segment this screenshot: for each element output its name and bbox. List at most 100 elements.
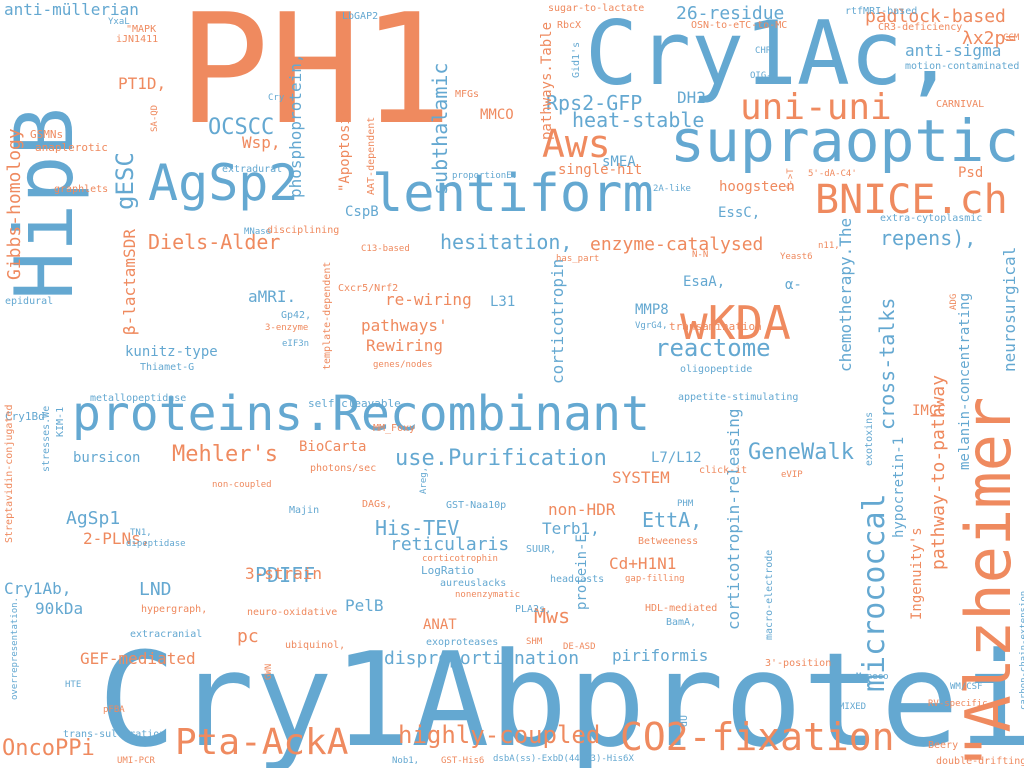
cloud-word: supraoptic [670, 107, 1020, 175]
cloud-word: protein-E [574, 534, 590, 610]
cloud-word: Nob1, [392, 756, 420, 766]
cloud-word: CO2-fixation [620, 715, 895, 759]
cloud-word: DAGs, [362, 499, 393, 510]
cloud-word: AgSp1 [66, 508, 121, 529]
cloud-word: double-drifting [936, 756, 1024, 767]
cloud-word: 3-enzyme [265, 323, 309, 333]
cloud-word: wKDA [680, 296, 791, 350]
cloud-word: EssC, [718, 205, 761, 221]
cloud-word: BioCarta [299, 439, 367, 455]
cloud-word: repens), [880, 226, 977, 250]
cloud-word: gap-filling [625, 574, 685, 584]
cloud-word: proportionE. [452, 171, 518, 181]
cloud-word: pathways' [361, 316, 448, 335]
cloud-word: template-dependent [322, 261, 333, 370]
cloud-word: Gp42, [281, 310, 312, 321]
cloud-word: KIM-1 [55, 406, 66, 437]
cloud-word: GWN [264, 663, 274, 680]
cloud-word: EsaA, [683, 274, 726, 290]
cloud-word: genes/nodes [373, 360, 433, 370]
cloud-word: CARNIVAL [936, 99, 985, 110]
cloud-word: neurosurgical [1000, 246, 1019, 372]
cloud-word: n11, [818, 241, 840, 251]
cloud-word: DE-ASD [563, 642, 596, 652]
cloud-word: motion-contaminated [905, 61, 1020, 72]
cloud-word: appetite-stimulating [678, 392, 799, 403]
cloud-word: piriformis [612, 646, 709, 665]
cloud-word: re-wiring [385, 290, 472, 309]
cloud-word: subthalamic [428, 62, 452, 195]
cloud-word: trans-sulfuration [63, 729, 166, 740]
cloud-word: Gid1's [571, 41, 582, 78]
cloud-word: GST-His6 [441, 756, 485, 766]
cloud-word: corticotropin-releasing [724, 408, 743, 630]
cloud-word: C->T [786, 168, 796, 190]
cloud-word: has_part [556, 254, 600, 264]
cloud-word: Cd+H1N1 [609, 554, 677, 573]
cloud-word: Beery [928, 740, 959, 751]
cloud-word: ubiquinol, [285, 640, 346, 651]
cloud-word: MIXED [839, 702, 867, 712]
cloud-word: MNase [244, 227, 272, 237]
cloud-word: α- [785, 277, 802, 293]
cloud-word: Psd [958, 165, 984, 181]
cloud-word: macro-electrode [764, 549, 775, 640]
cloud-word: "Apoptosis" [337, 99, 353, 192]
cloud-word: lentiform [372, 164, 654, 224]
cloud-word: neuro-oxidative [247, 607, 338, 618]
cloud-word: nonenzymatic [455, 590, 521, 600]
cloud-word: Cry [268, 93, 285, 103]
cloud-word: Aws [542, 122, 611, 166]
cloud-word: dU [679, 714, 690, 727]
cloud-word: Cry1AbproteinE [98, 624, 1024, 768]
cloud-word: C13-based [361, 244, 410, 254]
cloud-word: RV-specific [928, 699, 988, 709]
cloud-word: Rps2-GFP [546, 91, 643, 115]
cloud-word: 90kDa [35, 599, 84, 618]
cloud-word: OIG-1 [750, 71, 778, 81]
cloud-word: Streptavidin-conjugated [4, 404, 15, 543]
cloud-word: Cry1Bd [5, 410, 45, 423]
cloud-word: Cry1Ab, [4, 579, 72, 598]
cloud-word: HTE [65, 680, 82, 690]
cloud-word: IMCC [912, 403, 946, 419]
cloud-word: PT1D, [118, 74, 167, 93]
cloud-word: disproportionation [384, 648, 580, 669]
cloud-word: Cxcr5/Nrf2 [338, 283, 399, 294]
cloud-word: BNICE.ch [815, 177, 1008, 223]
cloud-word: metallopeptidase [90, 393, 187, 404]
cloud-word: disciplining [267, 225, 340, 236]
cloud-word: Areg, [419, 466, 429, 494]
cloud-word: exoproteases [426, 637, 499, 648]
cloud-word: enzyme-catalysed [590, 234, 764, 255]
cloud-word: AAT-dependent [366, 116, 377, 195]
cloud-word: Rewiring [366, 336, 444, 355]
cloud-word: 5'-dA-C4' [808, 169, 857, 179]
cloud-word: padlock-based [865, 6, 1006, 27]
cloud-word: RbcX [557, 20, 582, 31]
cloud-word: PelB [345, 596, 384, 615]
cloud-word: L7/L12 [651, 450, 702, 466]
cloud-word: Meneco [856, 672, 889, 682]
cloud-word: headcasts [550, 574, 605, 585]
cloud-word: Mws [534, 604, 571, 628]
cloud-word: kunitz-type [125, 344, 218, 360]
cloud-word: Yeast6 [780, 252, 813, 262]
cloud-word: oligopeptide [680, 364, 753, 375]
cloud-word: epidural [5, 296, 54, 307]
cloud-word: SHM [526, 637, 543, 647]
cloud-word: GeneWalk [748, 440, 854, 465]
cloud-word: MMP8 [635, 302, 669, 318]
cloud-word: use.Purification [395, 446, 607, 471]
cloud-word: λx2p= [962, 28, 1017, 49]
cloud-word: Pta-AckA [175, 722, 349, 763]
cloud-word: Betweeness [638, 536, 699, 547]
cloud-word: β-lactamSDR [120, 229, 139, 335]
cloud-word: Terb1, [542, 519, 600, 538]
cloud-word: 26-residue [676, 3, 785, 24]
cloud-word: aureuslacks [440, 578, 507, 589]
cloud-word: GEF-mediated [80, 649, 196, 668]
cloud-word: extradural [222, 164, 283, 175]
cloud-word: 3'-position [765, 658, 832, 669]
